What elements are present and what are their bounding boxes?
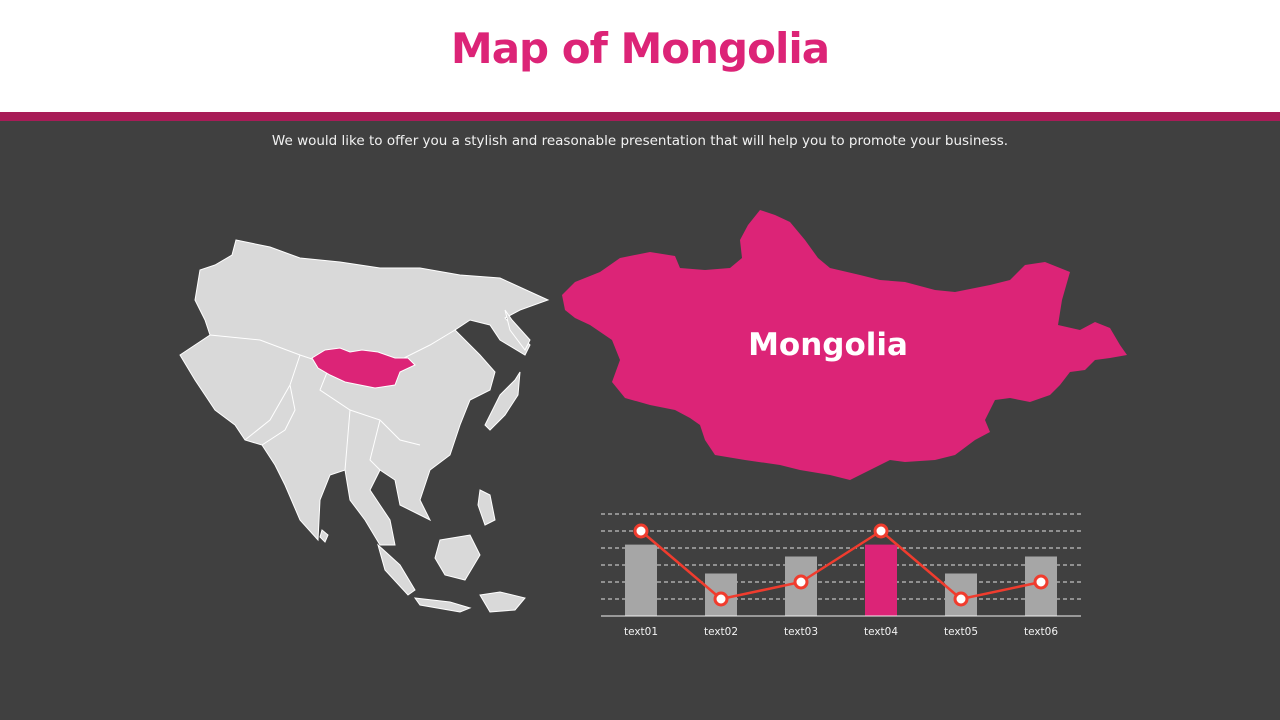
bar-text01	[625, 544, 657, 616]
asia-map	[179, 239, 550, 613]
line-point-text03	[793, 574, 809, 590]
x-tick-label: text03	[784, 626, 818, 638]
x-tick-label: text02	[704, 626, 738, 638]
line-series	[640, 529, 1042, 601]
x-tick-label: text05	[944, 626, 978, 638]
x-tick-label: text04	[864, 626, 898, 638]
line-point-text02	[713, 591, 729, 607]
header: Map of Mongolia	[0, 0, 1280, 112]
line-point-text06	[1033, 574, 1049, 590]
bar-text04	[865, 544, 897, 616]
x-tick-label: text01	[624, 626, 658, 638]
mongolia-map: Mongolia	[562, 210, 1127, 480]
line-point-text04	[873, 523, 889, 539]
x-tick-label: text06	[1024, 626, 1058, 638]
header-divider	[0, 112, 1280, 121]
philippines	[477, 489, 496, 526]
new-guinea	[479, 591, 526, 613]
java	[413, 597, 472, 613]
mongolia-label: Mongolia	[748, 327, 908, 363]
page-title: Map of Mongolia	[450, 24, 830, 73]
asia-landmass	[179, 239, 550, 546]
sumatra	[377, 543, 416, 596]
line-point-text01	[633, 523, 649, 539]
bar-line-chart: text01 text02 text03 text04 text05 text06	[601, 513, 1081, 638]
sakhalin	[504, 309, 531, 351]
subtitle: We would like to offer you a stylish and…	[271, 133, 1009, 149]
japan	[484, 371, 521, 431]
mongolia-small	[311, 347, 416, 389]
mongolia-shape	[562, 210, 1127, 480]
line-point-text05	[953, 591, 969, 607]
sri-lanka	[319, 529, 329, 543]
borneo	[434, 534, 481, 581]
